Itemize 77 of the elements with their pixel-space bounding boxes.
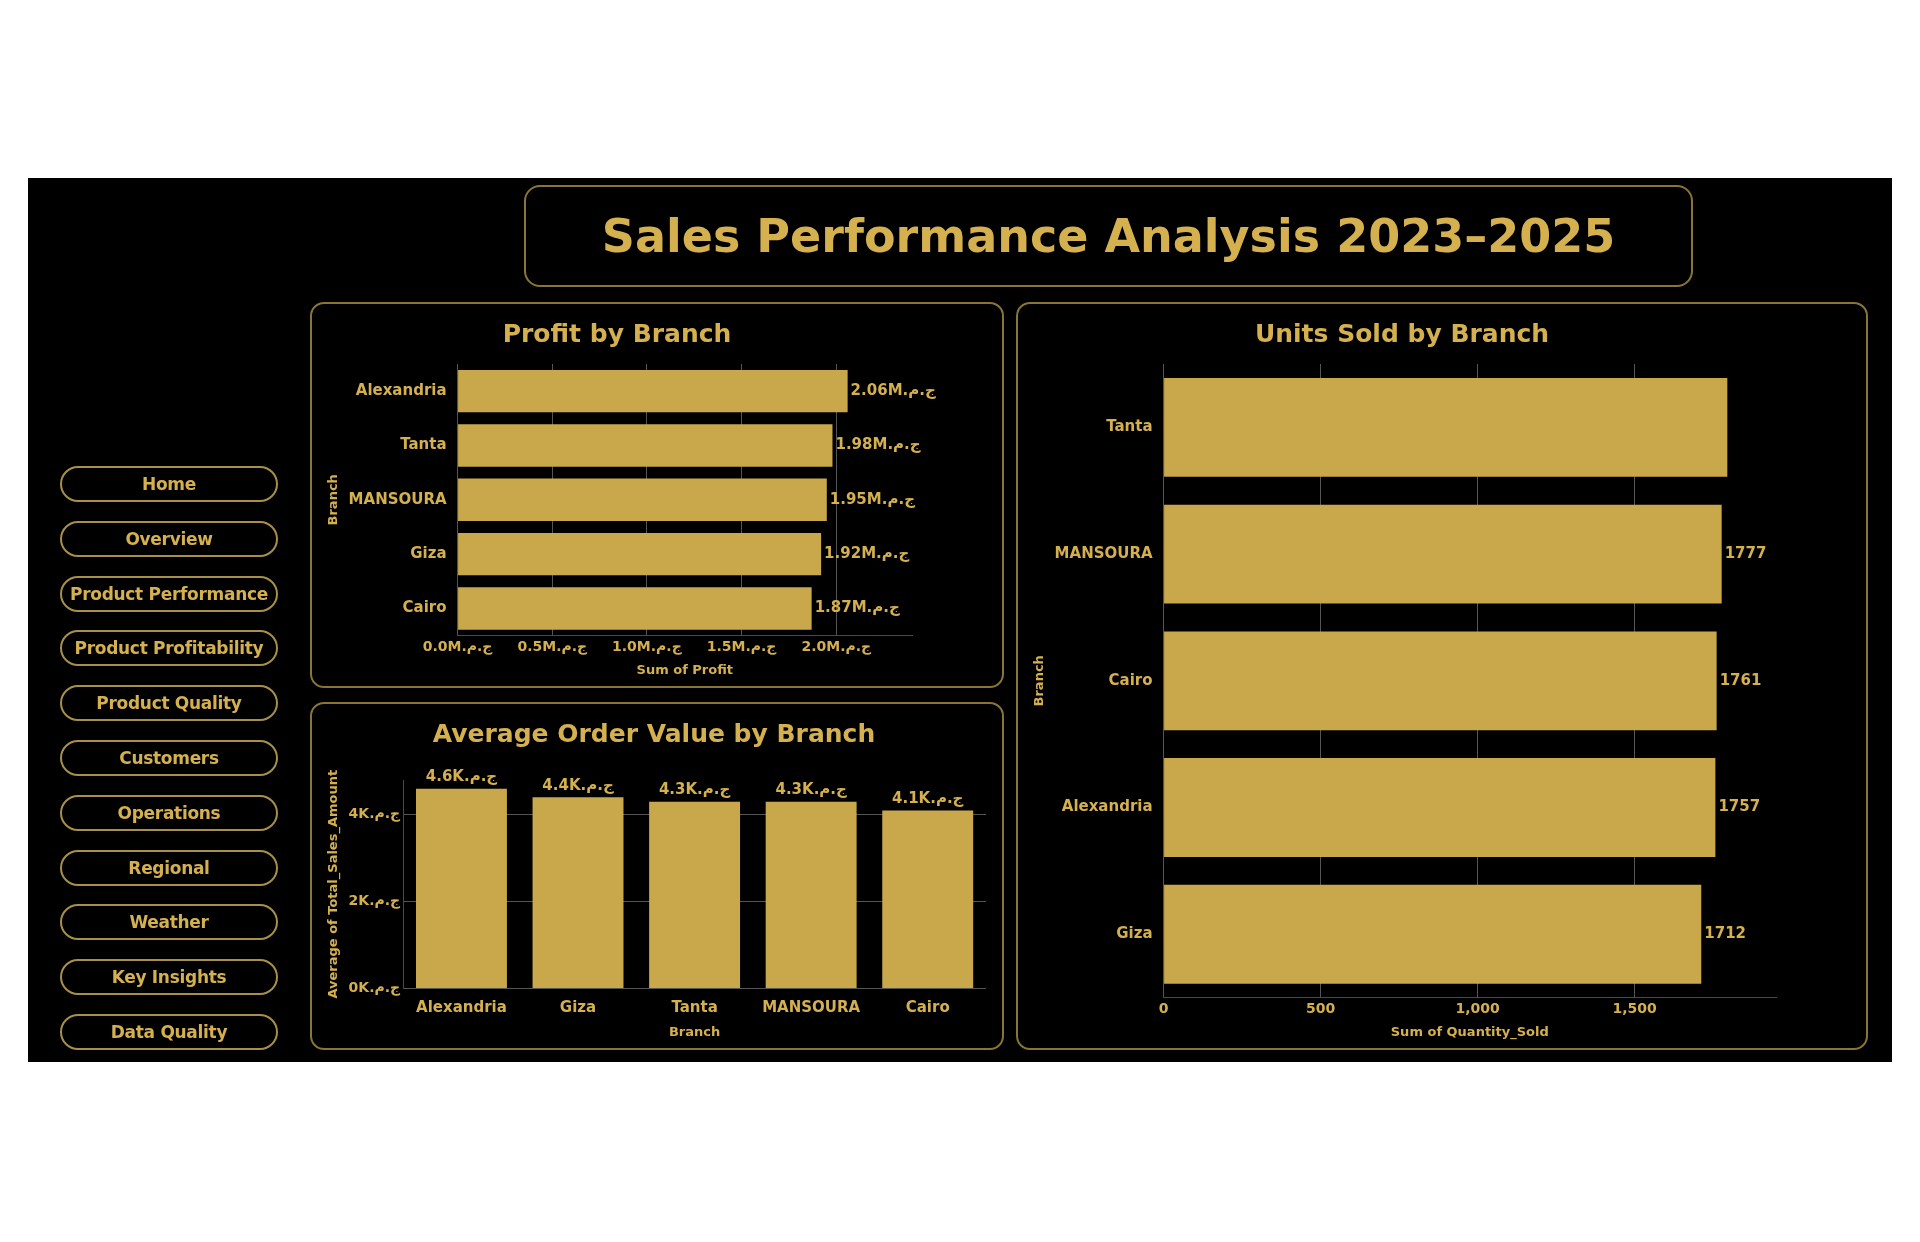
bar	[1164, 758, 1716, 857]
x-tick-label: 2.0M.ج.م	[801, 637, 873, 655]
bar	[458, 587, 812, 630]
bar	[765, 801, 857, 988]
text: Overview	[60, 520, 278, 557]
x-tick-label: MANSOURA	[762, 998, 861, 1017]
bar	[1164, 631, 1717, 731]
bar	[882, 810, 974, 988]
text: Sales Performance Analysis 2023–2025	[524, 185, 1693, 287]
bar	[458, 424, 833, 467]
data-label: 2.06M.ج.م	[850, 381, 936, 400]
data-label: 4.3K.ج.م	[775, 780, 848, 799]
x-axis-title: Branch	[668, 1023, 721, 1039]
y-tick-label: 2K.ج.م	[348, 892, 402, 910]
x-axis-title: Sum of Quantity_Sold	[1390, 1023, 1549, 1040]
text: Weather	[60, 904, 278, 941]
text: Data Quality	[60, 1014, 278, 1050]
text: Regional	[60, 849, 278, 886]
y-axis-title: Branch	[1031, 655, 1047, 707]
data-label: 1.92M.ج.م	[824, 544, 910, 563]
x-tick-label: 1,500	[1612, 999, 1658, 1016]
y-tick-label: Alexandria	[1061, 797, 1153, 816]
data-label: 1757	[1718, 797, 1761, 816]
bar	[649, 801, 741, 988]
bar	[458, 369, 848, 413]
y-tick-label: Tanta	[1106, 417, 1153, 436]
bar	[1164, 504, 1722, 604]
data-label: 1761	[1719, 670, 1762, 689]
y-tick-label: Cairo	[1108, 670, 1153, 689]
x-tick-label: 500	[1306, 999, 1336, 1016]
x-tick-label: 0.5M.ج.م	[517, 637, 589, 655]
bar	[532, 797, 624, 988]
data-label: 4.1K.ج.م	[892, 788, 964, 807]
text: Operations	[60, 794, 278, 831]
y-tick-label: MANSOURA	[348, 489, 447, 508]
data-label: 1.95M.ج.م	[829, 489, 916, 508]
bar	[458, 478, 827, 521]
text: Key Insights	[60, 959, 278, 996]
chart-title: Profit by Branch	[502, 318, 732, 348]
text: Customers	[60, 740, 278, 776]
bar	[1164, 884, 1702, 984]
text: Home	[60, 466, 278, 502]
data-label: 1777	[1724, 543, 1767, 562]
y-axis-title: Average of Total_Sales_Amount	[325, 769, 342, 999]
data-label: 4.3K.ج.م	[658, 780, 731, 799]
data-label: 4.6K.ج.م	[425, 767, 498, 786]
y-tick-label: 4K.ج.م	[348, 805, 402, 823]
data-label: 1712	[1704, 924, 1746, 943]
y-tick-label: 0K.ج.م	[348, 979, 402, 997]
x-axis-title: Sum of Profit	[636, 661, 734, 677]
text: Product Quality	[60, 685, 278, 722]
y-tick-label: MANSOURA	[1054, 543, 1153, 562]
y-tick-label: Tanta	[400, 435, 447, 454]
x-tick-label: 1.5M.ج.م	[706, 637, 778, 655]
y-tick-label: Giza	[410, 544, 447, 563]
bar	[416, 788, 507, 988]
x-tick-label: Alexandria	[416, 998, 507, 1017]
bar	[1164, 377, 1728, 477]
data-label: 4.4K.ج.م	[542, 775, 614, 794]
x-tick-label: 1.0M.ج.م	[612, 637, 683, 655]
chart-title: Units Sold by Branch	[1254, 318, 1550, 348]
data-label: 1.87M.ج.م	[814, 598, 900, 617]
x-tick-label: Tanta	[671, 998, 718, 1017]
bar	[458, 532, 822, 576]
x-tick-label: Cairo	[905, 998, 950, 1017]
x-tick-label: Giza	[559, 998, 597, 1017]
y-tick-label: Giza	[1116, 924, 1153, 943]
y-tick-label: Alexandria	[355, 381, 447, 400]
x-tick-label: 0	[1158, 999, 1169, 1016]
text: Product Profitability	[60, 630, 278, 667]
data-label: 1.98M.ج.م	[835, 435, 921, 454]
y-tick-label: Cairo	[402, 598, 447, 617]
x-tick-label: 0.0M.ج.م	[422, 637, 494, 655]
x-tick-label: 1,000	[1455, 999, 1501, 1016]
text: Product Performance	[60, 575, 278, 612]
chart-title: Average Order Value by Branch	[432, 718, 876, 748]
y-axis-title: Branch	[325, 474, 341, 526]
